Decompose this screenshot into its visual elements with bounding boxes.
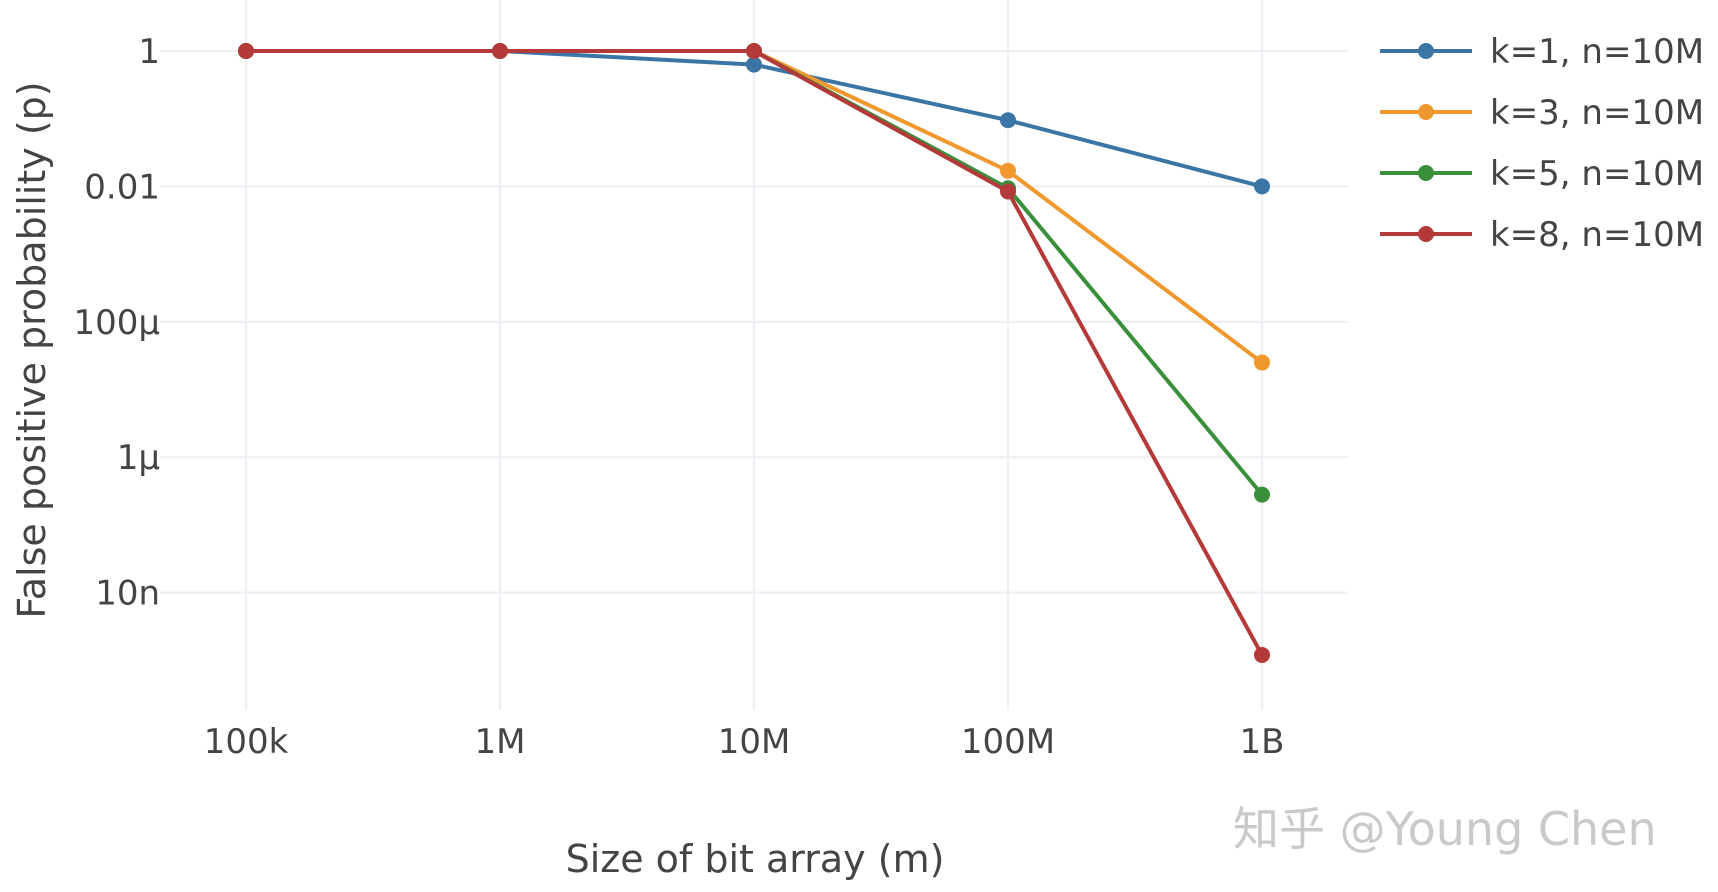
legend-item: k=3, n=10M [1380, 93, 1704, 133]
legend-swatch-marker [1418, 104, 1434, 120]
legend-label: k=8, n=10M [1490, 215, 1704, 255]
x-tick-label: 10M [718, 722, 791, 762]
y-tick-label: 0.01 [84, 167, 160, 207]
data-point [1000, 162, 1016, 179]
legend-label: k=1, n=10M [1490, 32, 1704, 72]
x-tick-label: 100M [961, 722, 1055, 762]
legend-swatch-marker [1418, 165, 1434, 181]
series-group [238, 43, 1270, 663]
legend-swatch-marker [1418, 43, 1434, 59]
data-point [1254, 486, 1270, 503]
legend-label: k=5, n=10M [1490, 154, 1704, 194]
data-point [238, 43, 254, 59]
x-axis-title: Size of bit array (m) [566, 837, 945, 881]
y-axis-title: False positive probability (p) [10, 81, 54, 618]
legend-label: k=3, n=10M [1490, 93, 1704, 133]
data-point [746, 43, 762, 59]
grid-layer [160, 0, 1348, 710]
y-tick-label: 1 [138, 32, 160, 72]
y-tick-label: 100μ [73, 303, 160, 343]
legend: k=1, n=10M k=3, n=10M k=5, n=10M k=8, n=10M [1380, 32, 1704, 255]
legend-item: k=8, n=10M [1380, 215, 1704, 255]
data-point [492, 43, 508, 59]
tick-layer: 100k 1M 10M 100M 1B 1 0.01 100μ 1μ 10n [73, 32, 1284, 762]
legend-swatch-marker [1418, 226, 1434, 242]
data-point [1000, 183, 1016, 200]
x-tick-label: 1B [1240, 722, 1285, 762]
data-point [1254, 354, 1270, 371]
data-point [1254, 178, 1270, 195]
series-layer [238, 43, 1270, 663]
data-point [1000, 112, 1016, 129]
data-point [1254, 646, 1270, 663]
legend-item: k=5, n=10M [1380, 154, 1704, 194]
y-tick-label: 1μ [117, 438, 160, 478]
y-tick-label: 10n [95, 574, 160, 614]
x-tick-label: 1M [475, 722, 526, 762]
watermark: 知乎 @Young Chen [1233, 802, 1657, 856]
legend-item: k=1, n=10M [1380, 32, 1704, 72]
x-tick-label: 100k [204, 722, 289, 762]
data-point [746, 56, 762, 73]
